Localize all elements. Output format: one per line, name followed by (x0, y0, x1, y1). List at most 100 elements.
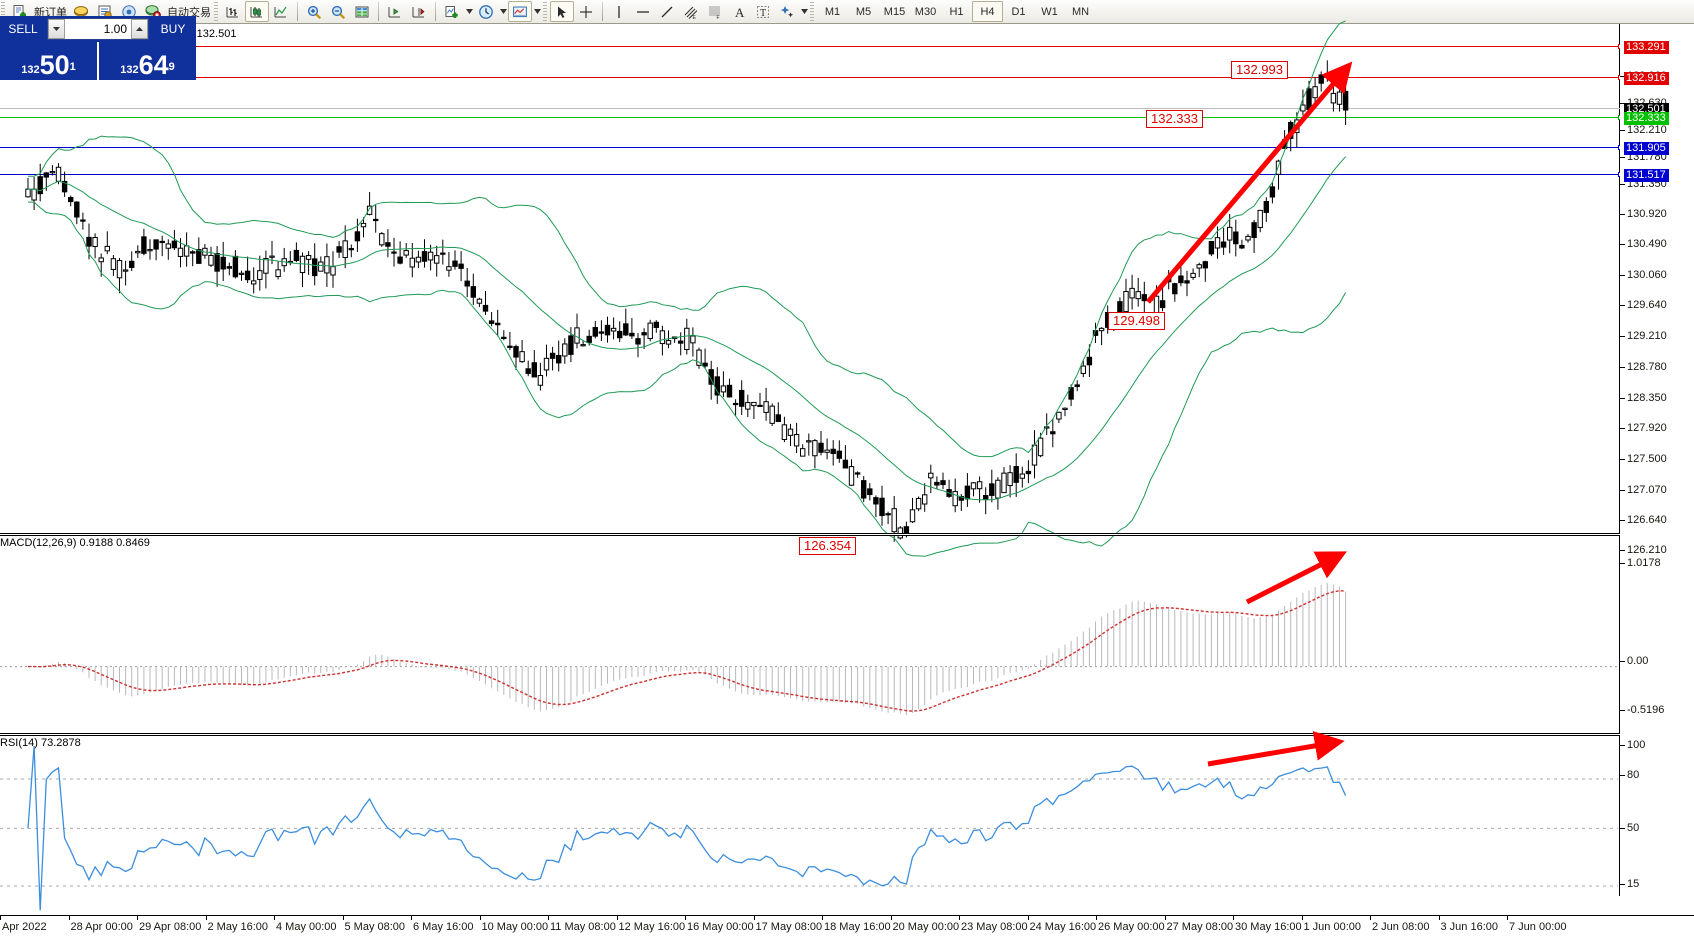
timeframe-h4[interactable]: H4 (972, 1, 1003, 22)
volume-input[interactable]: 1.00 (103, 22, 127, 36)
buy-price-pips: 64 (138, 50, 169, 80)
equidistant-channel-icon[interactable]: E (679, 1, 703, 22)
text-label-icon[interactable]: T (751, 1, 775, 22)
chart-grid-icon[interactable] (350, 1, 374, 22)
price-tick (1620, 398, 1625, 399)
expert-advisors-icon[interactable] (69, 1, 93, 22)
add-indicator-icon[interactable] (440, 1, 464, 22)
fibonacci-icon[interactable]: F (703, 1, 727, 22)
price-tick-label: 128.350 (1627, 392, 1667, 404)
chart-shift-icon[interactable] (383, 1, 407, 22)
templates-icon[interactable] (508, 1, 532, 22)
navigator-icon[interactable] (117, 1, 141, 22)
time-tick-label: Apr 2022 (2, 921, 47, 933)
uptrend-arrow-rsi (1207, 731, 1345, 767)
time-tick (0, 916, 1, 920)
time-tick (616, 916, 618, 920)
auto-scroll-icon[interactable] (407, 1, 431, 22)
sell-button[interactable]: SELL (8, 22, 38, 36)
macd-min-label: -0.5196 (1627, 704, 1665, 716)
time-tick (753, 916, 755, 920)
vertical-line-icon[interactable] (607, 1, 631, 22)
svg-text:E: E (693, 15, 697, 20)
cursor-icon[interactable] (550, 1, 574, 22)
svg-text:T: T (760, 8, 766, 19)
time-tick-label: 2 Jun 08:00 (1372, 921, 1430, 933)
toolbar-separator-4 (602, 2, 603, 21)
price-tick (1620, 336, 1625, 337)
timeframe-h1[interactable]: H1 (949, 5, 964, 18)
time-tick-label: 27 May 08:00 (1166, 921, 1234, 933)
line-chart-icon[interactable] (269, 1, 293, 22)
time-tick-label: 7 Jun 00:00 (1509, 921, 1567, 933)
price-tick (1620, 367, 1625, 368)
sell-price-pips: 50 (39, 50, 70, 80)
timeframe-m30[interactable]: M30 (914, 5, 937, 18)
time-tick-label: 12 May 16:00 (618, 921, 686, 933)
price-tick-label: 129.210 (1627, 330, 1667, 342)
green-level-label: 132.333 (1624, 112, 1669, 125)
price-tick-label: 127.920 (1627, 422, 1667, 434)
candlestick-chart-icon[interactable] (245, 1, 269, 22)
new-order-label[interactable]: 新订单 (34, 6, 67, 19)
time-tick-label: 4 May 00:00 (276, 921, 337, 933)
one-click-trading-panel[interactable]: SELL 1.00 BUY 132 50 1 132 64 9 (0, 16, 196, 94)
price-tag-132333[interactable]: 132.333 (1146, 110, 1203, 128)
toolbar-grip-3[interactable] (543, 2, 547, 21)
templates-dropdown-arrow-icon[interactable] (532, 1, 542, 22)
time-tick (548, 916, 549, 920)
volume-input-wrapper[interactable]: 1.00 (47, 18, 149, 40)
time-tick-label: 5 May 08:00 (344, 921, 406, 933)
price-tag-126354[interactable]: 126.354 (799, 537, 856, 555)
time-tick (1027, 916, 1029, 920)
timeframe-m15[interactable]: M15 (883, 5, 906, 18)
chart-canvas[interactable]: USDJPY-,H4 132.629 132.661 132.501 132.5… (0, 20, 1694, 939)
autotrading-label[interactable]: 自动交易 (167, 6, 211, 19)
price-scale[interactable]: 133.060132.630132.210131.780131.350130.9… (1620, 24, 1694, 896)
timeframe-m1[interactable]: M1 (824, 5, 841, 18)
price-tag-129498[interactable]: 129.498 (1108, 312, 1165, 330)
volume-increase-button[interactable] (131, 19, 148, 39)
sell-price-fraction: 1 (69, 61, 76, 73)
toolbar-separator (297, 2, 298, 21)
macd-max-label: 1.0178 (1627, 557, 1661, 569)
buy-button[interactable]: BUY (160, 22, 186, 36)
zoom-out-icon[interactable] (326, 1, 350, 22)
price-tick-label: 126.210 (1627, 544, 1667, 556)
rsi-50-label: 50 (1627, 822, 1640, 834)
shapes-dropdown-arrow-icon[interactable] (799, 1, 809, 22)
sell-price-display[interactable]: 132 50 1 (0, 42, 97, 80)
timeframe-mn[interactable]: MN (1071, 5, 1090, 18)
time-tick (1096, 916, 1097, 920)
macd-zero-label: 0.00 (1627, 655, 1649, 667)
period-icon[interactable] (474, 1, 498, 22)
add-indicator-dropdown-arrow-icon[interactable] (464, 1, 474, 22)
period-dropdown-arrow-icon[interactable] (498, 1, 508, 22)
toolbar-grip-4[interactable] (810, 2, 814, 21)
price-tick (1620, 184, 1625, 185)
timeframe-m5[interactable]: M5 (855, 5, 872, 18)
trendline-icon[interactable] (655, 1, 679, 22)
bar-chart-icon[interactable] (221, 1, 245, 22)
ask-line-label: 133.291 (1624, 41, 1669, 54)
autotrading-icon[interactable] (141, 1, 165, 22)
time-tick-label: 26 May 00:00 (1098, 921, 1165, 933)
buy-price-display[interactable]: 132 64 9 (97, 42, 196, 80)
price-tick-label: 130.060 (1627, 269, 1667, 281)
shapes-icon[interactable] (775, 1, 799, 22)
toolbar-grip[interactable] (1, 2, 5, 21)
zoom-in-icon[interactable] (302, 1, 326, 22)
time-tick (1507, 916, 1508, 920)
horizontal-line-icon[interactable] (631, 1, 655, 22)
time-tick-label: 11 May 08:00 (550, 921, 616, 933)
time-tick-label: 2 May 16:00 (207, 921, 269, 933)
toolbar-grip-2[interactable] (214, 2, 218, 21)
indicator-tick (1620, 828, 1625, 829)
volume-decrease-button[interactable] (48, 19, 65, 39)
crosshair-icon[interactable] (574, 1, 598, 22)
text-icon[interactable]: A (727, 1, 751, 22)
timeframe-w1[interactable]: W1 (1041, 5, 1058, 18)
price-tag-132993[interactable]: 132.993 (1231, 61, 1288, 79)
bid-level-line (0, 108, 1620, 109)
timeframe-d1[interactable]: D1 (1011, 5, 1026, 18)
